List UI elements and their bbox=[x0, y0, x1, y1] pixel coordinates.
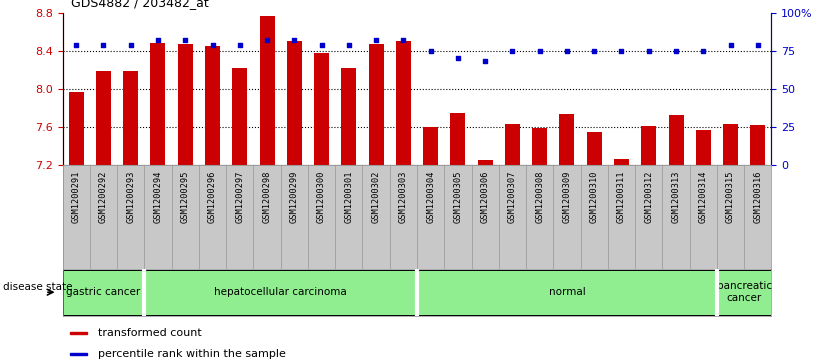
Bar bbox=[96, 71, 111, 165]
Text: GSM1200301: GSM1200301 bbox=[344, 170, 354, 223]
Bar bbox=[233, 68, 247, 165]
Point bbox=[587, 48, 600, 54]
Point bbox=[533, 48, 546, 54]
Bar bbox=[751, 125, 766, 165]
Bar bbox=[259, 16, 274, 165]
Bar bbox=[450, 113, 465, 165]
Text: percentile rank within the sample: percentile rank within the sample bbox=[98, 348, 286, 359]
Bar bbox=[478, 160, 493, 165]
Point bbox=[751, 42, 765, 48]
Bar bbox=[560, 114, 575, 165]
Point bbox=[724, 42, 737, 48]
Point bbox=[670, 48, 683, 54]
Text: normal: normal bbox=[549, 287, 585, 297]
Bar bbox=[417, 270, 717, 315]
Point bbox=[451, 56, 465, 61]
Point bbox=[124, 42, 138, 48]
Bar bbox=[68, 92, 83, 165]
Text: GSM1200292: GSM1200292 bbox=[99, 170, 108, 223]
Text: GSM1200297: GSM1200297 bbox=[235, 170, 244, 223]
Bar bbox=[205, 46, 220, 165]
Bar bbox=[669, 115, 684, 165]
Point bbox=[369, 37, 383, 43]
Text: GSM1200307: GSM1200307 bbox=[508, 170, 517, 223]
Text: GSM1200294: GSM1200294 bbox=[153, 170, 163, 223]
Text: GSM1200315: GSM1200315 bbox=[726, 170, 735, 223]
Text: GSM1200310: GSM1200310 bbox=[590, 170, 599, 223]
Point bbox=[234, 42, 247, 48]
Text: GSM1200302: GSM1200302 bbox=[372, 170, 380, 223]
Point bbox=[615, 48, 628, 54]
Point bbox=[69, 42, 83, 48]
Point bbox=[479, 58, 492, 64]
Text: GSM1200299: GSM1200299 bbox=[289, 170, 299, 223]
Text: disease state: disease state bbox=[3, 282, 73, 293]
Bar bbox=[287, 41, 302, 165]
Bar bbox=[123, 71, 138, 165]
Bar bbox=[696, 130, 711, 165]
Text: GSM1200304: GSM1200304 bbox=[426, 170, 435, 223]
Text: GSM1200309: GSM1200309 bbox=[562, 170, 571, 223]
Bar bbox=[63, 270, 144, 315]
Bar bbox=[423, 127, 438, 165]
Point bbox=[696, 48, 710, 54]
Bar bbox=[723, 124, 738, 165]
Point bbox=[642, 48, 656, 54]
Bar bbox=[178, 44, 193, 165]
Bar bbox=[505, 124, 520, 165]
Point bbox=[288, 37, 301, 43]
Point bbox=[560, 48, 574, 54]
Bar bbox=[396, 41, 411, 165]
Text: gastric cancer: gastric cancer bbox=[67, 287, 141, 297]
Point bbox=[97, 42, 110, 48]
Text: GSM1200311: GSM1200311 bbox=[617, 170, 626, 223]
Bar bbox=[314, 53, 329, 165]
Bar bbox=[144, 270, 417, 315]
Bar bbox=[717, 270, 771, 315]
Point bbox=[505, 48, 519, 54]
Text: GSM1200300: GSM1200300 bbox=[317, 170, 326, 223]
Point bbox=[424, 48, 437, 54]
Bar bbox=[614, 159, 629, 165]
Text: GSM1200308: GSM1200308 bbox=[535, 170, 545, 223]
Text: GSM1200293: GSM1200293 bbox=[126, 170, 135, 223]
Text: transformed count: transformed count bbox=[98, 328, 202, 338]
Text: GSM1200316: GSM1200316 bbox=[753, 170, 762, 223]
Bar bbox=[369, 44, 384, 165]
Bar bbox=[341, 68, 356, 165]
Point bbox=[342, 42, 355, 48]
Bar bbox=[641, 126, 656, 165]
Bar bbox=[69, 353, 88, 355]
Text: GSM1200306: GSM1200306 bbox=[480, 170, 490, 223]
Bar bbox=[150, 43, 165, 165]
Text: GDS4882 / 203482_at: GDS4882 / 203482_at bbox=[71, 0, 208, 9]
Bar bbox=[69, 332, 88, 334]
Point bbox=[151, 37, 164, 43]
Point bbox=[206, 42, 219, 48]
Text: GSM1200295: GSM1200295 bbox=[181, 170, 190, 223]
Text: GSM1200298: GSM1200298 bbox=[263, 170, 272, 223]
Text: GSM1200312: GSM1200312 bbox=[644, 170, 653, 223]
Point bbox=[260, 37, 274, 43]
Text: pancreatic
cancer: pancreatic cancer bbox=[716, 281, 771, 303]
Text: GSM1200305: GSM1200305 bbox=[454, 170, 462, 223]
Text: GSM1200313: GSM1200313 bbox=[671, 170, 681, 223]
Text: GSM1200296: GSM1200296 bbox=[208, 170, 217, 223]
Text: GSM1200303: GSM1200303 bbox=[399, 170, 408, 223]
Text: hepatocellular carcinoma: hepatocellular carcinoma bbox=[214, 287, 347, 297]
Bar bbox=[532, 128, 547, 165]
Point bbox=[315, 42, 329, 48]
Text: GSM1200291: GSM1200291 bbox=[72, 170, 81, 223]
Text: GSM1200314: GSM1200314 bbox=[699, 170, 708, 223]
Point bbox=[178, 37, 192, 43]
Point bbox=[397, 37, 410, 43]
Bar bbox=[587, 132, 601, 165]
